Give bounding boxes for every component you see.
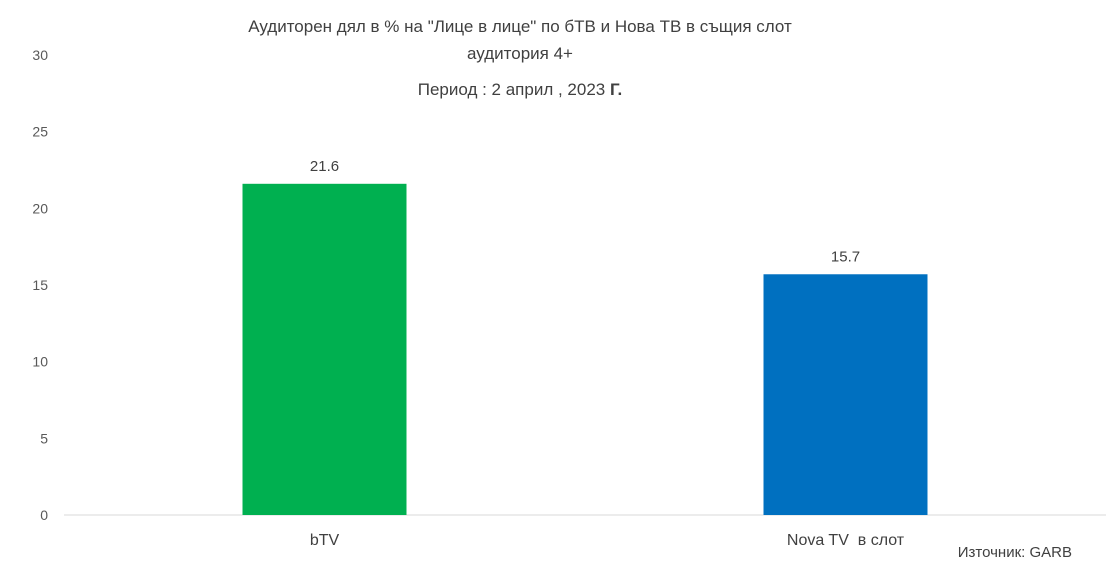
chart-subtitle: Период : 2 април , 2023 Г. <box>418 80 622 99</box>
data-label-0: 21.6 <box>310 158 339 175</box>
y-tick-label: 5 <box>40 430 48 446</box>
category-labels: bTV Nova TV в слот <box>310 532 905 549</box>
y-tick-label: 30 <box>32 47 48 63</box>
chart-subtitle-suffix: Г. <box>610 80 622 99</box>
chart-title-line-1: Аудиторен дял в % на "Лице в лице" по бТ… <box>248 17 792 36</box>
data-label-1: 15.7 <box>831 248 860 265</box>
bar-0 <box>242 183 407 516</box>
category-label-1: Nova TV в слот <box>787 532 905 549</box>
bar-1 <box>763 274 928 515</box>
y-axis: 0 5 10 15 20 25 30 <box>32 47 48 523</box>
bars <box>242 183 928 516</box>
chart-title-line-2: аудитория 4+ <box>467 44 573 63</box>
y-tick-label: 15 <box>32 277 48 293</box>
source-label: Източник: GARB <box>958 544 1072 561</box>
y-tick-label: 25 <box>32 124 48 140</box>
chart-title: Аудиторен дял в % на "Лице в лице" по бТ… <box>248 17 792 99</box>
chart-subtitle-text: Период : 2 април , 2023 <box>418 80 606 99</box>
data-labels: 21.6 15.7 <box>310 158 860 265</box>
y-tick-label: 20 <box>32 200 48 216</box>
y-tick-label: 10 <box>32 354 48 370</box>
category-label-0: bTV <box>310 532 340 549</box>
y-tick-label: 0 <box>40 507 48 523</box>
